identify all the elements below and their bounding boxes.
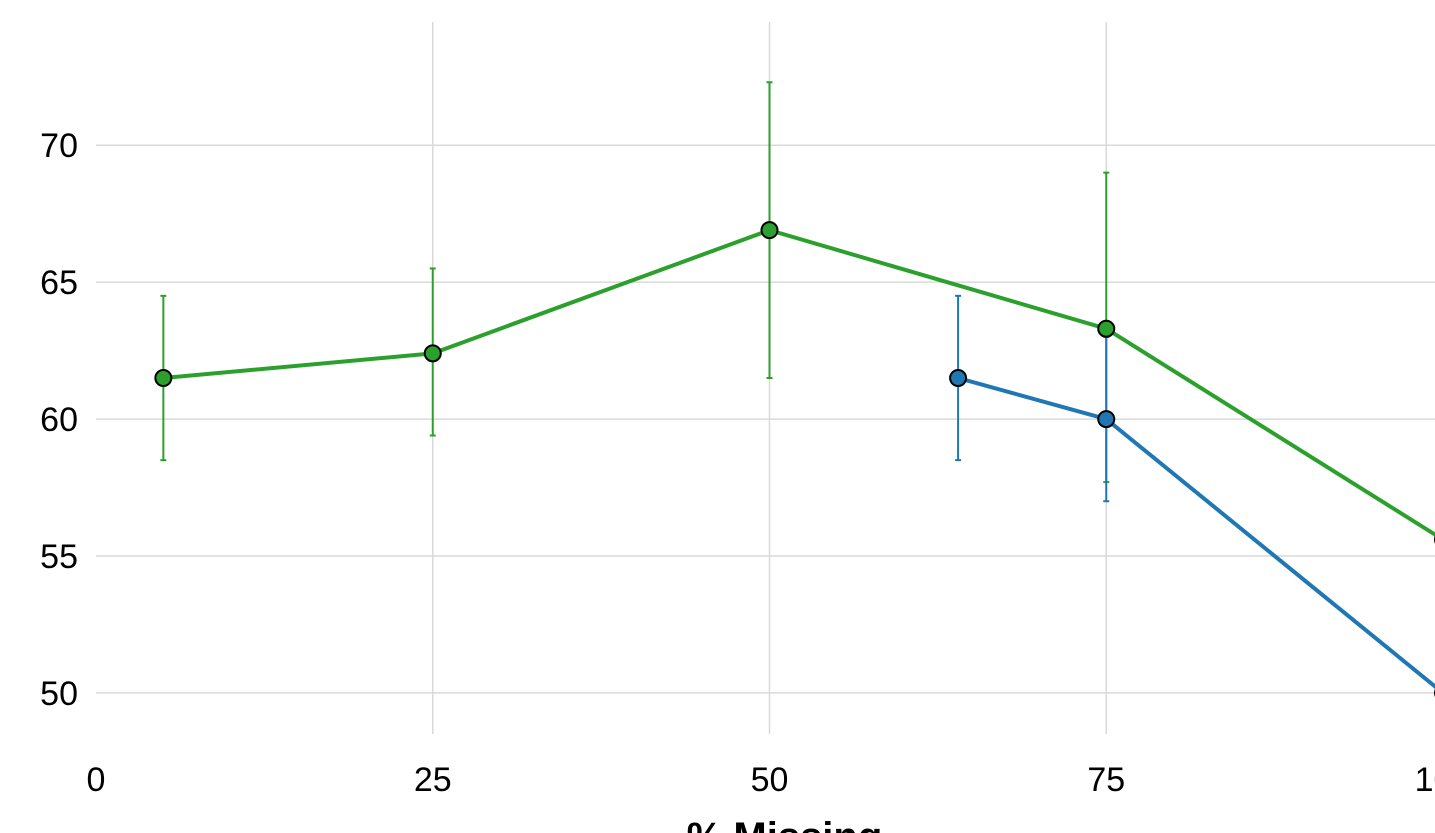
y-tick-label: 65 [40, 264, 78, 302]
data-point [760, 221, 779, 240]
grid [96, 22, 1435, 734]
tick-labels: 50 55 60 65 70 0 25 50 75 100 [40, 127, 1435, 799]
series-points [154, 221, 1435, 698]
x-axis-title: % Missing [687, 815, 883, 833]
y-tick-label: 70 [40, 127, 78, 165]
data-point [154, 369, 173, 387]
data-point [1097, 410, 1116, 429]
series-line [957, 376, 1435, 689]
y-tick-label: 50 [40, 675, 78, 713]
y-tick-label: 55 [40, 538, 78, 576]
x-tick-label: 75 [1087, 761, 1125, 799]
data-point [949, 369, 968, 387]
data-point [423, 344, 442, 363]
data-point [1097, 319, 1116, 338]
x-tick-label: 25 [414, 761, 452, 799]
series-lines [163, 228, 1435, 689]
x-tick-label: 50 [751, 761, 789, 799]
x-tick-label: 100 [1415, 761, 1435, 799]
series-line [163, 228, 1435, 537]
y-tick-label: 60 [40, 401, 78, 439]
x-tick-label: 0 [87, 761, 106, 799]
